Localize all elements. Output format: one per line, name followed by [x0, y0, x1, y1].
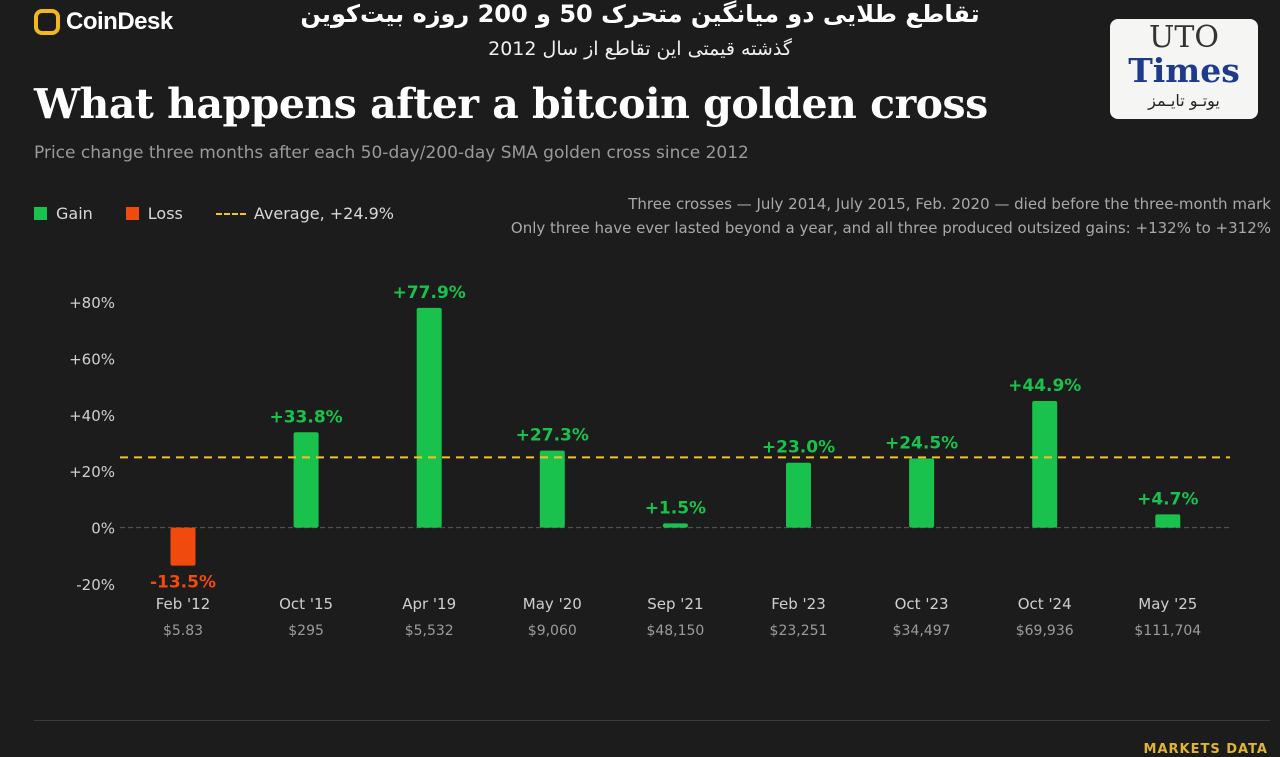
bar [293, 432, 319, 528]
y-tick-label: +20% [69, 463, 115, 481]
bar-value-label: +27.3% [516, 426, 589, 446]
chart-notes: Three crosses — July 2014, July 2015, Fe… [511, 192, 1271, 240]
y-tick-label: -20% [76, 576, 115, 594]
x-tick-label: Oct '24 [1018, 595, 1072, 613]
average-swatch [215, 212, 246, 215]
bar-value-label: +33.8% [269, 407, 342, 427]
note-line-1: Three crosses — July 2014, July 2015, Fe… [628, 195, 1271, 213]
legend: Gain Loss Average, +24.9% [34, 204, 427, 223]
price-label: $5.83 [163, 623, 203, 639]
x-tick-label: May '25 [1138, 595, 1197, 613]
uto-times-watermark: UTO Times یوتـو تایـمز [1110, 19, 1258, 119]
legend-loss-label: Loss [147, 204, 183, 223]
legend-average: Average, +24.9% [215, 204, 394, 223]
brand-name: CoinDesk [66, 8, 173, 35]
legend-loss: Loss [125, 204, 183, 223]
chart-title: What happens after a bitcoin golden cros… [34, 80, 988, 128]
bar [1155, 514, 1181, 528]
x-tick-label: Oct '23 [895, 595, 949, 613]
coindesk-logo-icon [34, 9, 60, 35]
persian-title: تقاطع طلایی دو میانگین متحرک 50 و 200 رو… [300, 0, 980, 28]
y-tick-label: +40% [69, 407, 115, 425]
bar [1032, 400, 1058, 528]
bar [416, 307, 442, 528]
price-label: $23,251 [770, 623, 828, 639]
price-label: $111,704 [1134, 623, 1201, 639]
price-label: $295 [288, 623, 324, 639]
watermark-line2: Times [1128, 51, 1240, 90]
footer-divider [34, 720, 1270, 721]
legend-average-label: Average, +24.9% [253, 204, 394, 223]
bar [170, 527, 196, 566]
price-label: $48,150 [646, 623, 704, 639]
x-tick-label: May '20 [523, 595, 582, 613]
loss-swatch [125, 207, 139, 220]
y-tick-label: 0% [91, 520, 115, 538]
price-label: $5,532 [405, 623, 454, 639]
bar [909, 458, 935, 528]
chart-subtitle: Price change three months after each 50-… [34, 143, 749, 163]
bar [786, 462, 811, 528]
legend-gain: Gain [34, 204, 93, 223]
coindesk-logo: CoinDesk [34, 8, 173, 36]
bar [539, 450, 565, 528]
watermark-line3: یوتـو تایـمز [1148, 91, 1220, 110]
x-tick-label: Feb '12 [156, 595, 211, 613]
bar-value-label: +24.5% [885, 434, 958, 454]
persian-subtitle: گذشته قیمتی این تقاطع از سال 2012 [488, 38, 792, 60]
bar-value-label: -13.5% [150, 573, 216, 593]
y-tick-label: +80% [69, 294, 115, 312]
y-tick-label: +60% [69, 350, 115, 368]
gain-swatch [34, 207, 47, 220]
x-tick-label: Sep '21 [647, 595, 703, 613]
legend-gain-label: Gain [56, 204, 93, 223]
x-tick-label: Oct '15 [279, 595, 333, 613]
bar-value-label: +23.0% [762, 438, 835, 458]
x-tick-label: Apr '19 [402, 595, 456, 613]
bar-value-label: +77.9% [393, 283, 466, 303]
bar [662, 523, 688, 528]
note-line-2: Only three have ever lasted beyond a yea… [510, 219, 1271, 237]
price-label: $9,060 [528, 623, 577, 639]
bar-value-label: +4.7% [1137, 489, 1198, 509]
price-label: $69,936 [1016, 623, 1074, 639]
watermark-line1: UTO [1149, 20, 1219, 55]
bar-value-label: +1.5% [645, 498, 706, 518]
x-tick-label: Feb '23 [771, 595, 826, 613]
bar-value-label: +44.9% [1008, 376, 1081, 396]
price-label: $34,497 [893, 623, 951, 639]
